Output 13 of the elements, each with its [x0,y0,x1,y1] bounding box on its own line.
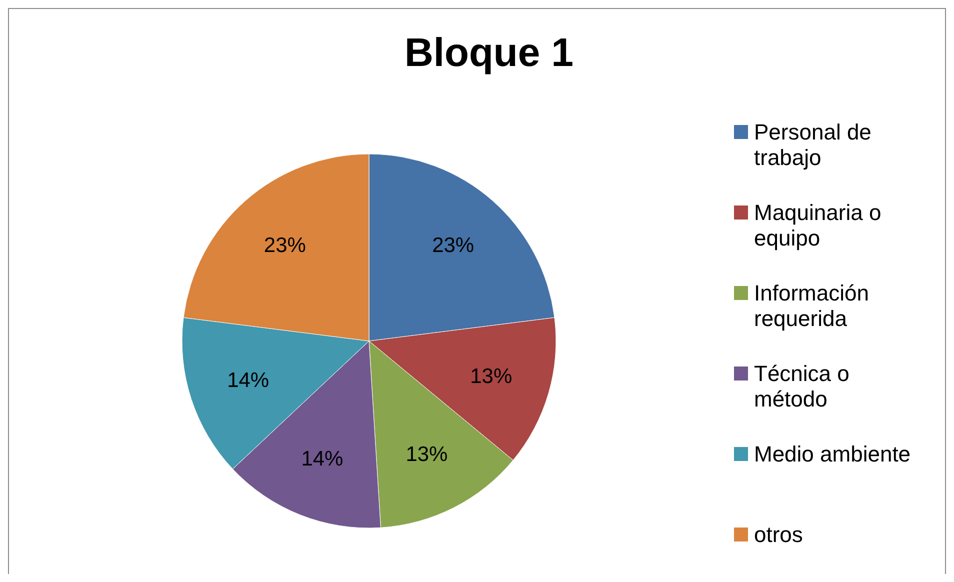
data-label: 23% [432,234,474,258]
legend-label: Técnica o método [754,361,850,412]
legend-label: Medio ambiente [754,442,911,467]
legend-label: Personal de trabajo [754,120,872,170]
data-label: 14% [227,368,270,392]
data-label: 14% [301,448,344,471]
legend-label: Información requerida [754,280,869,331]
data-label: 13% [406,442,448,466]
data-label: 13% [470,364,512,388]
chart-title: Bloque 1 [404,31,574,75]
data-label: 23% [264,234,306,258]
legend-label: otros [754,522,803,548]
legend-label: Maquinaria o equipo [754,200,882,250]
